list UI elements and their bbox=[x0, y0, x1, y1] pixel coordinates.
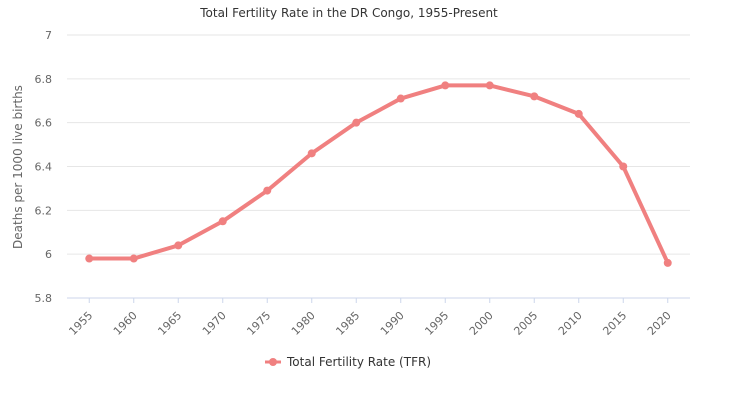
x-tick-label: 1980 bbox=[289, 309, 318, 338]
x-tick-label: 1975 bbox=[244, 309, 273, 338]
x-tick-label: 1965 bbox=[155, 309, 184, 338]
x-tick-label: 1955 bbox=[66, 309, 95, 338]
x-tick-label: 2005 bbox=[511, 309, 540, 338]
data-point bbox=[441, 81, 450, 90]
y-tick-label: 7 bbox=[45, 29, 52, 42]
y-axis-ticks: 5.8 6 6.2 6.4 6.6 6.8 7 bbox=[35, 29, 53, 305]
x-tick-label: 2015 bbox=[600, 309, 629, 338]
x-tick-label: 2010 bbox=[556, 309, 585, 338]
data-point bbox=[663, 258, 672, 267]
y-tick-label: 6.8 bbox=[35, 73, 53, 86]
x-tick-label: 1990 bbox=[378, 309, 407, 338]
series-line bbox=[87, 83, 670, 265]
data-point bbox=[396, 94, 405, 103]
data-point bbox=[485, 81, 494, 90]
y-tick-label: 6.2 bbox=[35, 204, 53, 217]
y-tick-label: 6 bbox=[45, 248, 52, 261]
x-tick-label: 1960 bbox=[111, 309, 140, 338]
y-tick-label: 5.8 bbox=[35, 292, 53, 305]
x-axis-ticks: 1955 1960 1965 1970 1975 1980 1985 1990 1995 2000… bbox=[66, 298, 674, 338]
data-point bbox=[85, 254, 94, 263]
legend[interactable]: Total Fertility Rate (TFR) bbox=[265, 355, 431, 369]
legend-marker bbox=[269, 358, 277, 366]
x-tick-label: 2000 bbox=[467, 309, 496, 338]
data-point bbox=[530, 92, 539, 101]
series-layer bbox=[85, 81, 672, 267]
x-tick-label: 1970 bbox=[200, 309, 229, 338]
y-tick-label: 6.4 bbox=[35, 161, 53, 174]
data-point bbox=[574, 109, 583, 118]
x-tick-label: 1995 bbox=[422, 309, 451, 338]
data-point bbox=[263, 186, 272, 195]
grid-lines bbox=[67, 34, 690, 255]
y-axis-title: Deaths per 1000 live births bbox=[11, 85, 25, 249]
x-tick-label: 2020 bbox=[645, 309, 674, 338]
chart-title: Total Fertility Rate in the DR Congo, 19… bbox=[199, 6, 498, 20]
data-point bbox=[174, 241, 183, 250]
data-point bbox=[352, 118, 361, 127]
y-tick-label: 6.6 bbox=[35, 117, 53, 130]
data-point bbox=[307, 149, 316, 158]
data-point bbox=[218, 217, 227, 226]
legend-label: Total Fertility Rate (TFR) bbox=[286, 355, 431, 369]
data-point bbox=[129, 254, 138, 263]
data-point bbox=[619, 162, 628, 171]
x-tick-label: 1985 bbox=[333, 309, 362, 338]
